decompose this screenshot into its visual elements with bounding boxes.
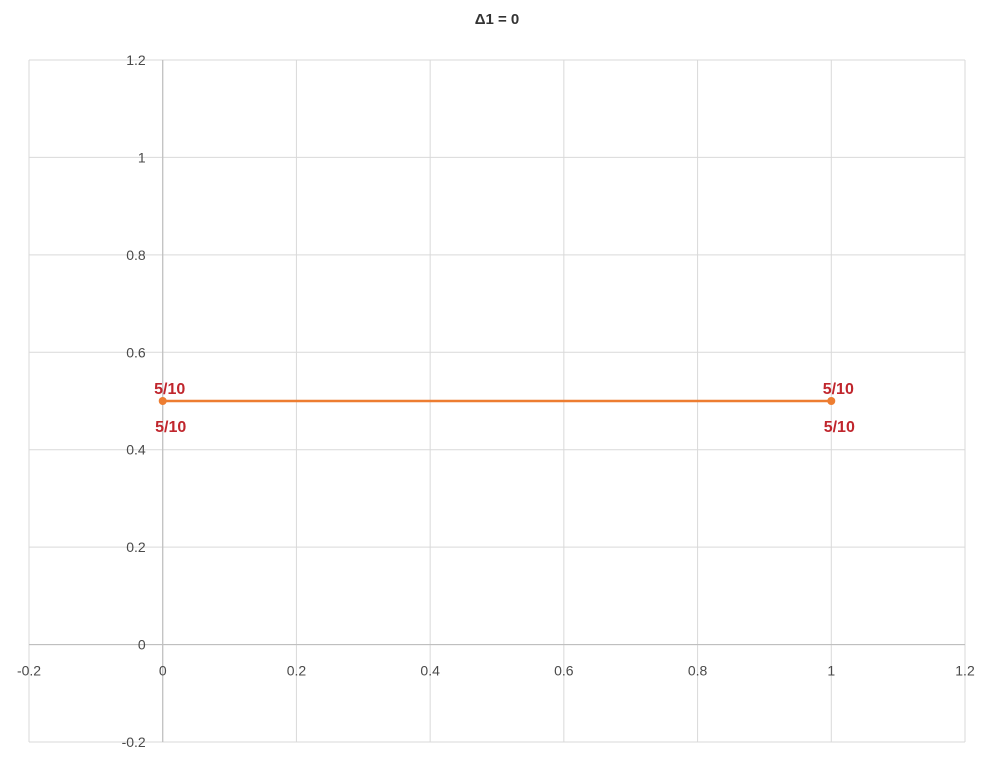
y-tick-label: 0.6 — [126, 344, 146, 360]
data-label-below: 5/10 — [824, 419, 855, 436]
y-tick-label: 1.2 — [126, 52, 146, 68]
y-tick-label: 0.8 — [126, 247, 146, 263]
data-labels: 5/10 5/10 5/10 5/10 — [154, 381, 855, 436]
x-tick-label: -0.2 — [17, 663, 41, 679]
data-label-above: 5/10 — [154, 381, 185, 398]
y-tick-label: 0.4 — [126, 442, 146, 458]
chart-title: Δ1 = 0 — [475, 11, 520, 28]
data-label-below: 5/10 — [155, 419, 186, 436]
data-label-above: 5/10 — [823, 381, 854, 398]
y-tick-label: -0.2 — [122, 734, 146, 750]
x-tick-label: 1 — [827, 663, 835, 679]
data-series — [158, 397, 836, 405]
data-point — [827, 397, 836, 405]
x-tick-label: 0 — [159, 663, 167, 679]
x-tick-label: 0.4 — [420, 663, 440, 679]
data-point — [158, 397, 167, 405]
x-tick-label: 1.2 — [955, 663, 975, 679]
y-tick-label: 0.2 — [126, 539, 146, 555]
x-tick-labels: -0.2 0 0.2 0.4 0.6 0.8 1 1.2 — [17, 663, 975, 679]
x-tick-label: 0.8 — [688, 663, 708, 679]
y-tick-labels: -0.2 0 0.2 0.4 0.6 0.8 1 1.2 — [122, 52, 146, 750]
y-tick-label: 0 — [138, 637, 146, 653]
y-tick-label: 1 — [138, 149, 146, 165]
x-tick-label: 0.2 — [287, 663, 307, 679]
x-tick-label: 0.6 — [554, 663, 574, 679]
